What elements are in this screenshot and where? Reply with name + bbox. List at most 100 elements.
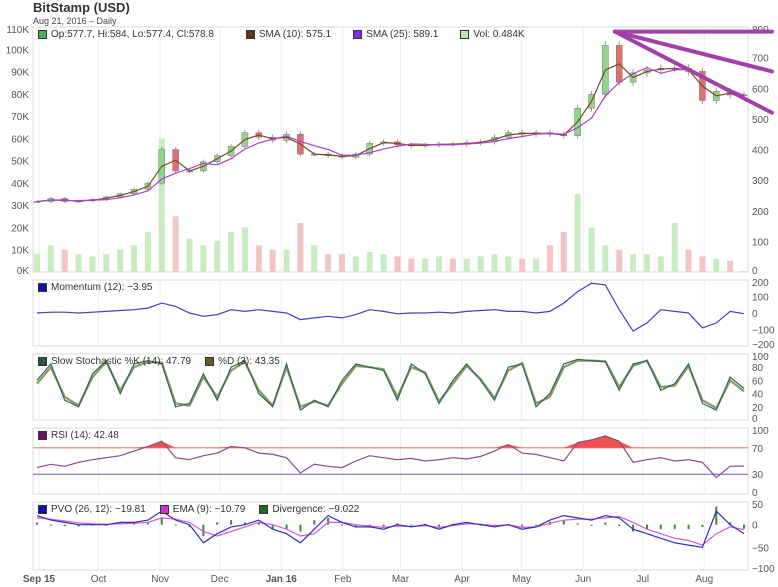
volume-bar [325, 254, 332, 272]
y-tick-label: 40 [752, 390, 764, 401]
y-tick-label: 110K [6, 25, 29, 36]
divergence-bar [535, 524, 538, 526]
divergence-bar [202, 524, 205, 536]
volume-bar [477, 256, 484, 272]
main-legend: Op:577.7, Hi:584, Lo:577.4, Cl:578.8 SMA… [38, 29, 525, 40]
y-tick-label: 30K [11, 201, 29, 212]
legend-volume-label: Vol: 0.484K [473, 29, 525, 40]
legend-swatch [353, 30, 363, 39]
y-tick-label: 400 [752, 146, 769, 157]
legend-divergence[interactable]: Divergence: −9.022 [259, 504, 359, 515]
divergence-bar [673, 524, 676, 530]
panel-frame-rsi [32, 427, 749, 495]
y-tick-label: −100 [752, 326, 775, 337]
legend-rsi[interactable]: RSI (14): 42.48 [38, 430, 119, 441]
divergence-bar [632, 524, 635, 532]
divergence-bar [382, 524, 385, 527]
y-tick-label: 500 [752, 115, 769, 126]
volume-bar [463, 258, 470, 272]
x-tick-label: Aug [695, 574, 713, 585]
legend-volume[interactable]: Vol: 0.484K [460, 29, 525, 40]
divergence-bar [438, 524, 441, 527]
legend-swatch [205, 357, 215, 366]
divergence-bar [396, 523, 399, 525]
pvo-legend: PVO (26, 12): −19.81 EMA (9): −10.79 Div… [38, 504, 359, 515]
x-tick-label: Apr [454, 574, 470, 585]
legend-pvo-ema-label: EMA (9): −10.79 [172, 504, 246, 515]
volume-bar [200, 245, 207, 272]
legend-swatch [159, 505, 169, 514]
y-tick-label: 60 [752, 376, 764, 387]
rsi-legend: RSI (14): 42.48 [38, 430, 119, 441]
legend-swatch [38, 283, 47, 292]
divergence-bar [133, 523, 136, 525]
volume-bar [741, 270, 747, 272]
volume-bar [671, 223, 678, 272]
legend-ohlc[interactable]: Op:577.7, Hi:584, Lo:577.4, Cl:578.8 [38, 29, 214, 40]
volume-bar [89, 256, 96, 272]
trendline [612, 29, 774, 74]
volume-bar [546, 245, 553, 272]
legend-pvo-ema[interactable]: EMA (9): −10.79 [159, 504, 246, 515]
y-tick-label: 100 [752, 352, 769, 363]
x-tick-label: Oct [91, 574, 107, 585]
y-tick-label: 10K [11, 246, 29, 257]
legend-stoch-k[interactable]: Slow Stochastic %K (14): 47.79 [38, 356, 191, 367]
divergence-bar [410, 524, 413, 526]
divergence-bar [576, 523, 579, 525]
divergence-bar [174, 524, 177, 526]
trendline [612, 29, 774, 115]
legend-rsi-label: RSI (14): 42.48 [51, 430, 119, 441]
legend-momentum-label: Momentum (12): −3.95 [51, 282, 153, 293]
y-tick-label: 0 [752, 488, 758, 499]
y-tick-label: 0K [17, 266, 30, 277]
divergence-bar [49, 524, 52, 526]
legend-stoch-k-label: Slow Stochastic %K (14): 47.79 [51, 356, 192, 367]
legend-sma10-label: SMA (10): 575.1 [258, 29, 332, 40]
y-tick-label: 0 [752, 266, 758, 277]
y-tick-label: 20K [11, 223, 29, 234]
y-tick-label: −50 [752, 543, 769, 554]
legend-sma10[interactable]: SMA (10): 575.1 [245, 29, 332, 40]
volume-bar [144, 231, 151, 272]
divergence-bar [188, 524, 191, 527]
volume-bar [34, 254, 40, 272]
volume-bar [172, 216, 179, 272]
chart-title: BitStamp (USD) [33, 0, 130, 15]
legend-swatch [460, 30, 470, 39]
legend-swatch [38, 30, 47, 39]
volume-bar [352, 256, 359, 272]
y-tick-label: 100 [752, 237, 769, 248]
divergence-bar [146, 522, 149, 525]
y-tick-label: 90K [11, 68, 29, 79]
legend-pvo[interactable]: PVO (26, 12): −19.81 [38, 504, 146, 515]
divergence-bar [36, 522, 38, 525]
divergence-bar [618, 524, 621, 527]
volume-bar [283, 249, 290, 272]
legend-sma25[interactable]: SMA (25): 589.1 [353, 29, 438, 40]
legend-swatch [259, 505, 269, 514]
divergence-bar [340, 524, 343, 526]
y-tick-label: −200 [752, 340, 775, 351]
volume-bar [269, 249, 276, 272]
y-tick-label: 30 [752, 470, 764, 481]
volume-bar [103, 254, 110, 272]
y-tick-label: 100 [752, 426, 769, 437]
x-tick-label: Dec [211, 574, 229, 585]
x-tick-label: Jan 16 [266, 574, 298, 585]
volume-bar [630, 254, 637, 272]
legend-stoch-d[interactable]: %D (3): 43.35 [205, 356, 280, 367]
divergence-bar [63, 524, 66, 527]
legend-momentum[interactable]: Momentum (12): −3.95 [38, 282, 152, 293]
y-tick-label: 100K [6, 45, 30, 56]
divergence-bar [590, 524, 593, 526]
volume-bar [616, 249, 623, 272]
legend-divergence-label: Divergence: −9.022 [272, 504, 360, 515]
y-tick-label: 100 [752, 293, 769, 304]
y-tick-label: 80K [11, 90, 29, 101]
y-tick-label: −100 [752, 564, 775, 575]
volume-bar [685, 249, 692, 272]
volume-bar [699, 256, 706, 272]
volume-bar [255, 245, 262, 272]
